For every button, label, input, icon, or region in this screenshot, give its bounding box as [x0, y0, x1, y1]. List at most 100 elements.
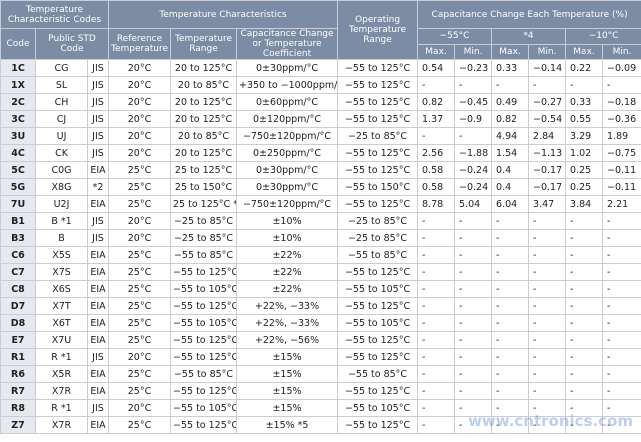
table-cell: EIA [87, 297, 109, 315]
table-cell: - [602, 246, 641, 264]
table-cell: −55 to 105°C [337, 280, 419, 298]
table-cell: - [602, 331, 641, 349]
table-cell: −55 to 85°C [337, 365, 419, 383]
table-cell: −55 to 125°C [337, 110, 419, 128]
table-cell: 20°C [108, 348, 171, 366]
table-cell: - [417, 314, 456, 332]
table-cell: 2.84 [528, 127, 567, 145]
table-row: C6 X5S EIA 25°C −55 to 85°C ±22% −55 to 85°C - -… [0, 246, 641, 264]
table-row: B1 B *1 JIS 20°C −25 to 85°C ±10% −25 to 85°C -… [0, 212, 641, 230]
table-cell: 25°C [108, 178, 171, 196]
header-cell: *4 [491, 28, 567, 45]
table-cell: X5R [35, 365, 88, 383]
table-cell: 0±30ppm/°C [235, 59, 339, 77]
table-cell: −55 to 125°C [170, 348, 237, 366]
table-cell: 8.78 [417, 195, 456, 213]
table-cell: 25°C [108, 416, 171, 434]
table-cell: 20°C [108, 399, 171, 417]
table-cell: 3C [0, 110, 36, 128]
table-cell: U2J [35, 195, 88, 213]
table-cell: - [528, 76, 567, 94]
table-cell: 1.89 [602, 127, 641, 145]
table-cell: 20 to 125°C [170, 93, 237, 111]
table-cell: - [528, 331, 567, 349]
table-row: C8 X6S EIA 25°C −55 to 105°C ±22% −55 to 105°C… [0, 280, 641, 298]
table-cell: B [35, 229, 88, 247]
table-cell: −0.09 [602, 59, 641, 77]
table-cell: −0.11 [602, 178, 641, 196]
table-row: Z7 X7R EIA 25°C −55 to 125°C ±15% *5 −55 to 12… [0, 416, 641, 434]
table-cell: - [565, 348, 604, 366]
table-cell: JIS [87, 127, 109, 145]
table-cell: EIA [87, 365, 109, 383]
table-cell: −0.54 [528, 110, 567, 128]
table-cell: - [565, 246, 604, 264]
table-cell: −55 to 125°C [170, 331, 237, 349]
table-cell: 0.54 [417, 59, 456, 77]
table-cell: - [602, 76, 641, 94]
table-cell: CJ [35, 110, 88, 128]
table-cell: 0.49 [491, 93, 530, 111]
table-cell: 20°C [108, 93, 171, 111]
table-cell: - [528, 297, 567, 315]
table-cell: −55 to 125°C [170, 297, 237, 315]
table-cell: EIA [87, 331, 109, 349]
table-cell: −55 to 125°C [337, 93, 419, 111]
table-cell: 0.4 [491, 161, 530, 179]
table-cell: Z7 [0, 416, 36, 434]
table-cell: - [491, 348, 530, 366]
table-row: 5G X8G *2 25°C 25 to 150°C 0±30ppm/°C −55 to 1… [0, 178, 641, 196]
table-cell: - [454, 382, 493, 400]
table-cell: 20 to 125°C [170, 59, 237, 77]
table-cell: 0±60ppm/°C [235, 93, 339, 111]
table-cell: - [454, 246, 493, 264]
table-row: C7 X7S EIA 25°C −55 to 125°C ±22% −55 to 125°C… [0, 263, 641, 281]
table-cell: 25°C [108, 280, 171, 298]
table-cell: −55 to 125°C [337, 382, 419, 400]
table-row: 1C CG JIS 20°C 20 to 125°C 0±30ppm/°C −55 to 1… [0, 59, 641, 77]
table-cell: 25°C [108, 331, 171, 349]
table-cell: R6 [0, 365, 36, 383]
table-cell: - [491, 76, 530, 94]
table-cell: −0.18 [602, 93, 641, 111]
table-cell: - [454, 263, 493, 281]
table-cell: X6T [35, 314, 88, 332]
table-cell: - [528, 263, 567, 281]
table-cell: - [565, 297, 604, 315]
table-cell: - [528, 280, 567, 298]
table-cell: 1.02 [565, 144, 604, 162]
table-cell: +22%, −33% [235, 297, 339, 315]
table-cell: ±10% [235, 212, 339, 230]
table-cell: CG [35, 59, 88, 77]
table-cell: 0.33 [491, 59, 530, 77]
table-cell: −1.88 [454, 144, 493, 162]
table-cell: C6 [0, 246, 36, 264]
table-cell: 6.04 [491, 195, 530, 213]
watermark: www.cntronics.com [468, 412, 633, 430]
table-cell: −25 to 85°C [170, 212, 237, 230]
table-cell: EIA [87, 314, 109, 332]
table-cell: −55 to 105°C [170, 280, 237, 298]
table-cell: 25°C [108, 365, 171, 383]
table-cell: ±10% [235, 229, 339, 247]
table-cell: - [417, 331, 456, 349]
table-cell: 3.29 [565, 127, 604, 145]
table-cell: SL [35, 76, 88, 94]
table-cell: X7U [35, 331, 88, 349]
table-cell: −55 to 85°C [337, 246, 419, 264]
table-cell: 25 to 150°C [170, 178, 237, 196]
table-cell: X8G [35, 178, 88, 196]
table-cell: 0.4 [491, 178, 530, 196]
table-cell: −55 to 125°C [337, 59, 419, 77]
table-cell: 0.22 [565, 59, 604, 77]
table-cell: - [417, 348, 456, 366]
table-cell: 25°C [108, 246, 171, 264]
header-cell: Capacitance Change or Temperature Coeffi… [235, 28, 339, 60]
header-cell: Public STD Code [35, 28, 109, 60]
table-cell: −55 to 85°C [170, 246, 237, 264]
table-cell: −0.75 [602, 144, 641, 162]
table-cell: - [565, 76, 604, 94]
table-cell: −55 to 125°C [337, 76, 419, 94]
table-cell: EIA [87, 416, 109, 434]
